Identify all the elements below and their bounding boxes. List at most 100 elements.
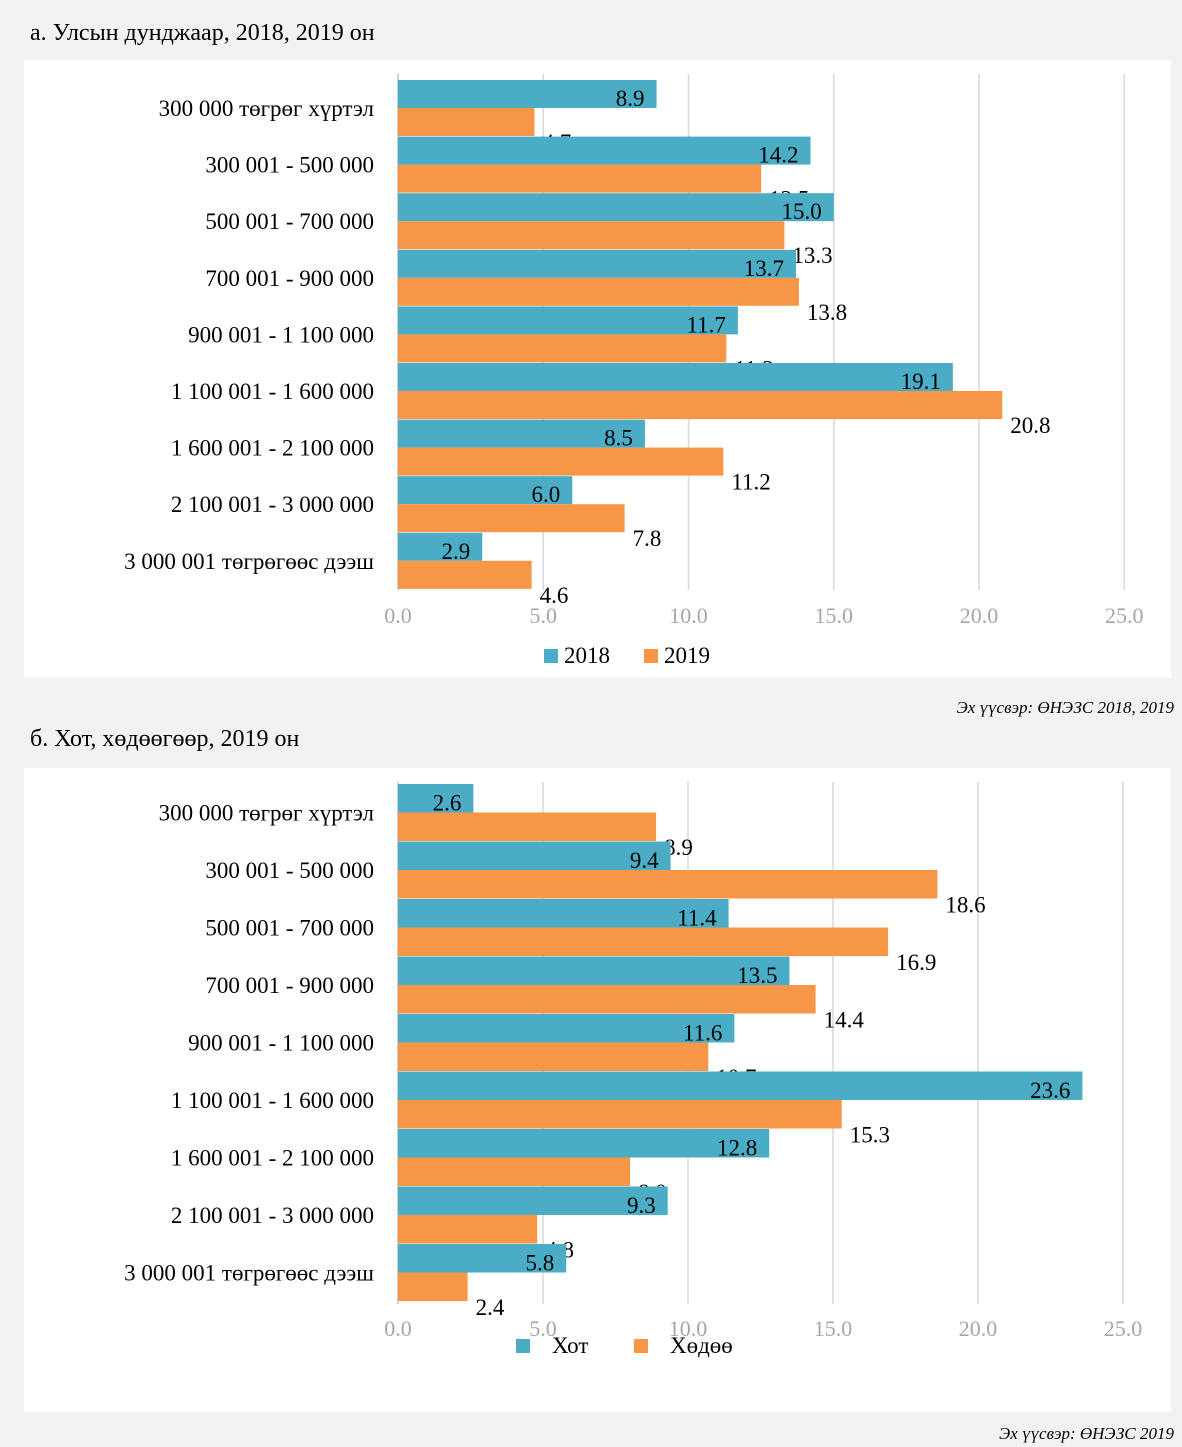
data-label: 14.4 xyxy=(824,1008,865,1033)
legend-label: Хөдөө xyxy=(670,1333,733,1358)
data-label: 15.3 xyxy=(850,1123,890,1148)
chart-b-source: Эх үүсвэр: ӨНЭЗС 2019 xyxy=(999,1424,1174,1443)
bar-2018 xyxy=(398,306,738,335)
chart-a-source: Эх үүсвэр: ӨНЭЗС 2018, 2019 xyxy=(956,698,1174,717)
bar-2019 xyxy=(398,560,532,589)
chart-b-panel: 0.0 5.0 10.0 15.0 20.0 25.0 300 000 төгрөг хүр… xyxy=(24,768,1171,1412)
x-tick-label: 0.0 xyxy=(384,1316,412,1341)
data-label: 23.6 xyxy=(1030,1078,1070,1103)
x-tick-label: 15.0 xyxy=(814,1316,853,1341)
bar-Хөдөө xyxy=(398,1215,538,1244)
data-label: 20.8 xyxy=(1010,413,1050,438)
bar-Хот xyxy=(398,956,790,985)
category-label: 300 000 төгрөг хүртэл xyxy=(159,801,374,826)
legend-label: Хот xyxy=(552,1333,588,1358)
bar-2018 xyxy=(398,193,834,222)
bar-Хот xyxy=(398,841,671,870)
bar-2019 xyxy=(398,334,727,363)
bar-2019 xyxy=(398,447,724,476)
bar-Хот xyxy=(398,899,729,928)
data-label: 8.9 xyxy=(616,86,645,111)
category-label: 700 001 - 900 000 xyxy=(205,973,374,998)
bar-Хот xyxy=(398,1014,735,1043)
data-label: 2.9 xyxy=(441,539,470,564)
data-label: 16.9 xyxy=(896,950,936,975)
x-tick-label: 10.0 xyxy=(669,1316,708,1341)
legend-swatch xyxy=(516,1339,530,1353)
bar-2018 xyxy=(398,136,811,165)
data-label: 13.5 xyxy=(737,963,777,988)
x-tick-label: 15.0 xyxy=(815,603,854,628)
chart-b-title: б. Хот, хөдөөгөөр, 2019 он xyxy=(30,726,300,752)
data-label: 2.4 xyxy=(476,1295,505,1320)
chart-a-panel: 0.0 5.0 10.0 15.0 20.0 25.0 300 000 төгрөг хүр… xyxy=(24,60,1171,678)
category-label: 1 600 001 - 2 100 000 xyxy=(171,1146,374,1171)
x-tick-label: 10.0 xyxy=(669,603,708,628)
bar-2018 xyxy=(398,249,796,278)
category-label: 700 001 - 900 000 xyxy=(205,266,374,291)
data-label: 11.7 xyxy=(686,312,725,337)
bar-Хот xyxy=(398,784,474,813)
x-tick-label: 20.0 xyxy=(959,1316,998,1341)
data-label: 11.6 xyxy=(683,1021,722,1046)
bar-2019 xyxy=(398,391,1003,419)
category-label: 500 001 - 700 000 xyxy=(205,916,374,941)
data-label: 18.6 xyxy=(945,893,985,918)
chart-b: 0.0 5.0 10.0 15.0 20.0 25.0 300 000 төгрөг хүр… xyxy=(124,782,1142,1358)
category-label: 1 100 001 - 1 600 000 xyxy=(171,379,374,404)
category-label: 300 001 - 500 000 xyxy=(205,153,374,178)
bar-Хөдөө xyxy=(398,812,657,841)
data-label: 11.4 xyxy=(677,906,717,931)
category-label: 1 100 001 - 1 600 000 xyxy=(171,1088,374,1113)
data-label: 2.6 xyxy=(433,791,462,816)
data-label: 13.3 xyxy=(792,243,832,268)
category-label: 300 001 - 500 000 xyxy=(205,858,374,883)
category-label: 1 600 001 - 2 100 000 xyxy=(171,436,374,461)
bar-2018 xyxy=(398,363,953,391)
data-label: 19.1 xyxy=(901,369,941,394)
category-label: 500 001 - 700 000 xyxy=(205,209,374,234)
category-label: 3 000 001 төгрөгөөс дээш xyxy=(124,549,374,574)
data-label: 4.6 xyxy=(540,583,569,608)
legend-swatch xyxy=(644,649,658,663)
data-label: 8.5 xyxy=(604,426,633,451)
bar-Хот xyxy=(398,1244,567,1273)
chart-a: 0.0 5.0 10.0 15.0 20.0 25.0 300 000 төгрөг хүр… xyxy=(124,74,1144,668)
legend-swatch xyxy=(634,1339,648,1353)
category-label: 2 100 001 - 3 000 000 xyxy=(171,1203,374,1228)
category-label: 900 001 - 1 100 000 xyxy=(188,1031,374,1056)
data-label: 6.0 xyxy=(532,482,561,507)
category-label: 3 000 001 төгрөгөөс дээш xyxy=(124,1261,374,1286)
category-label: 300 000 төгрөг хүртэл xyxy=(159,96,374,121)
data-label: 13.8 xyxy=(807,300,847,325)
data-label: 15.0 xyxy=(782,199,822,224)
bar-Хөдөө xyxy=(398,870,938,899)
bar-Хөдөө xyxy=(398,985,816,1014)
bar-2019 xyxy=(398,504,625,533)
legend-swatch xyxy=(544,649,558,663)
bar-Хөдөө xyxy=(398,1272,468,1301)
category-label: 900 001 - 1 100 000 xyxy=(188,322,374,347)
data-label: 14.2 xyxy=(758,143,798,168)
data-label: 13.7 xyxy=(744,256,784,281)
data-label: 12.8 xyxy=(717,1136,757,1161)
bar-Хөдөө xyxy=(398,1042,709,1071)
legend-label: 2019 xyxy=(664,643,710,668)
x-tick-label: 0.0 xyxy=(384,603,412,628)
bar-2019 xyxy=(398,277,799,306)
bar-Хөдөө xyxy=(398,927,889,956)
category-label: 2 100 001 - 3 000 000 xyxy=(171,492,374,517)
data-label: 9.4 xyxy=(630,848,659,873)
x-tick-label: 25.0 xyxy=(1105,603,1144,628)
bar-Хот xyxy=(398,1186,668,1215)
x-tick-label: 5.0 xyxy=(529,1316,557,1341)
bar-2018 xyxy=(398,80,657,108)
bar-Хөдөө xyxy=(398,1100,842,1129)
bar-Хот xyxy=(398,1071,1083,1100)
bar-2019 xyxy=(398,164,762,193)
bar-2019 xyxy=(398,108,535,136)
data-label: 7.8 xyxy=(633,526,662,551)
data-label: 5.8 xyxy=(525,1251,554,1276)
legend-label: 2018 xyxy=(564,643,610,668)
bar-2018 xyxy=(398,476,573,505)
